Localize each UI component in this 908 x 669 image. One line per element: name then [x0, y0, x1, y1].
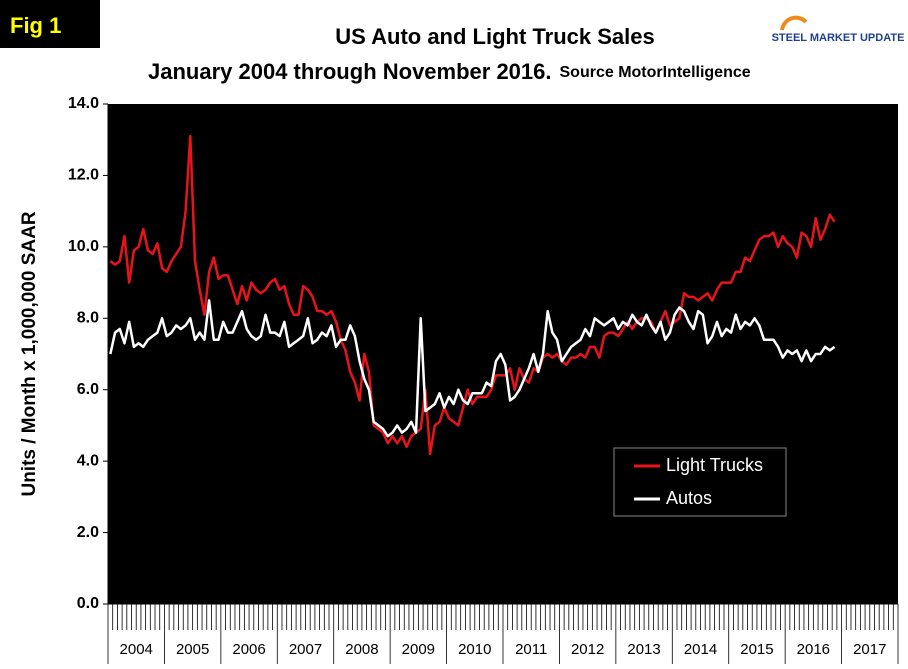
x-tick-label: 2005: [176, 641, 209, 658]
fig-label-box: [0, 0, 100, 48]
legend-label: Autos: [666, 488, 712, 508]
x-tick-label: 2015: [740, 641, 773, 658]
x-tick-label: 2011: [515, 641, 547, 658]
x-tick-label: 2006: [232, 641, 265, 658]
y-tick-label: 0.0: [77, 595, 99, 612]
y-tick-label: 12.0: [68, 167, 99, 184]
x-tick-label: 2009: [402, 641, 435, 658]
series-line: [109, 134, 836, 456]
legend: Light Trucks Autos: [613, 447, 787, 517]
x-tick-label: 2016: [797, 641, 830, 658]
series-line: [109, 299, 836, 438]
logo: STEEL MARKET UPDATE: [772, 32, 905, 44]
x-tick-label: 2017: [853, 641, 886, 658]
y-tick-label: 10.0: [68, 238, 99, 255]
legend-label: Light Trucks: [666, 455, 763, 475]
source: Source MotorIntelligence: [560, 64, 751, 81]
y-tick-label: 2.0: [77, 524, 99, 541]
x-tick-label: 2008: [345, 641, 378, 658]
chart-title: US Auto and Light Truck Sales: [335, 24, 654, 49]
y-axis-label: Units / Month x 1,000,000 SAAR: [19, 211, 40, 496]
y-tick-label: 8.0: [77, 310, 99, 327]
x-tick-label: 2014: [684, 641, 717, 658]
logo-arc: [780, 15, 808, 31]
subtitle-line: January 2004 through November 2016. Sourc…: [148, 59, 751, 84]
x-tick-label: 2004: [120, 641, 153, 658]
plot-area: [108, 104, 898, 604]
legend-box: [613, 447, 787, 517]
x-tick-label: 2010: [458, 641, 491, 658]
x-tick-label: 2012: [571, 641, 604, 658]
y-tick-label: 6.0: [77, 381, 99, 398]
fig-label: Fig 1: [10, 13, 61, 38]
x-tick-label: 2007: [289, 641, 322, 658]
y-tick-label: 4.0: [77, 452, 99, 469]
subtitle: January 2004 through November 2016.: [148, 59, 552, 84]
y-tick-label: 14.0: [68, 95, 99, 112]
x-tick-label: 2013: [627, 641, 660, 658]
